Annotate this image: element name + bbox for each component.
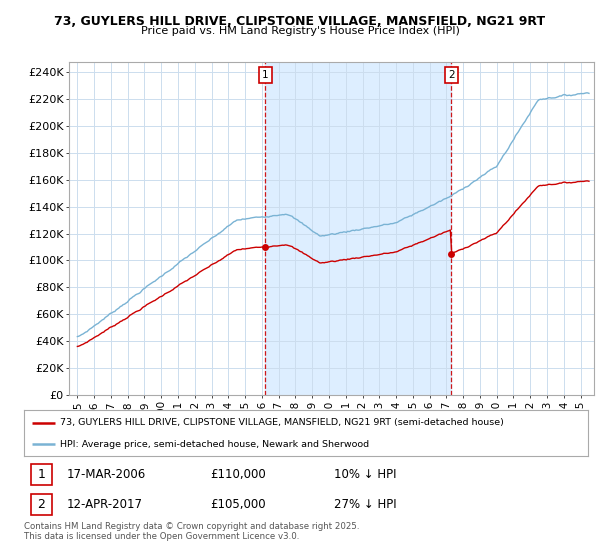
Bar bbox=[265, 62, 451, 395]
Text: 12-APR-2017: 12-APR-2017 bbox=[66, 498, 142, 511]
Text: 1: 1 bbox=[38, 468, 46, 481]
Text: Price paid vs. HM Land Registry's House Price Index (HPI): Price paid vs. HM Land Registry's House … bbox=[140, 26, 460, 36]
Text: 73, GUYLERS HILL DRIVE, CLIPSTONE VILLAGE, MANSFIELD, NG21 9RT (semi-detached ho: 73, GUYLERS HILL DRIVE, CLIPSTONE VILLAG… bbox=[59, 418, 503, 427]
Text: 1: 1 bbox=[262, 70, 269, 80]
Text: 2: 2 bbox=[448, 70, 454, 80]
FancyBboxPatch shape bbox=[31, 464, 52, 485]
Text: 17-MAR-2006: 17-MAR-2006 bbox=[66, 468, 146, 481]
FancyBboxPatch shape bbox=[31, 494, 52, 515]
Text: HPI: Average price, semi-detached house, Newark and Sherwood: HPI: Average price, semi-detached house,… bbox=[59, 440, 368, 449]
Text: 27% ↓ HPI: 27% ↓ HPI bbox=[334, 498, 397, 511]
Text: 73, GUYLERS HILL DRIVE, CLIPSTONE VILLAGE, MANSFIELD, NG21 9RT: 73, GUYLERS HILL DRIVE, CLIPSTONE VILLAG… bbox=[55, 15, 545, 28]
Text: Contains HM Land Registry data © Crown copyright and database right 2025.
This d: Contains HM Land Registry data © Crown c… bbox=[24, 522, 359, 542]
Text: £105,000: £105,000 bbox=[210, 498, 266, 511]
Text: £110,000: £110,000 bbox=[210, 468, 266, 481]
Text: 10% ↓ HPI: 10% ↓ HPI bbox=[334, 468, 397, 481]
Text: 2: 2 bbox=[38, 498, 46, 511]
